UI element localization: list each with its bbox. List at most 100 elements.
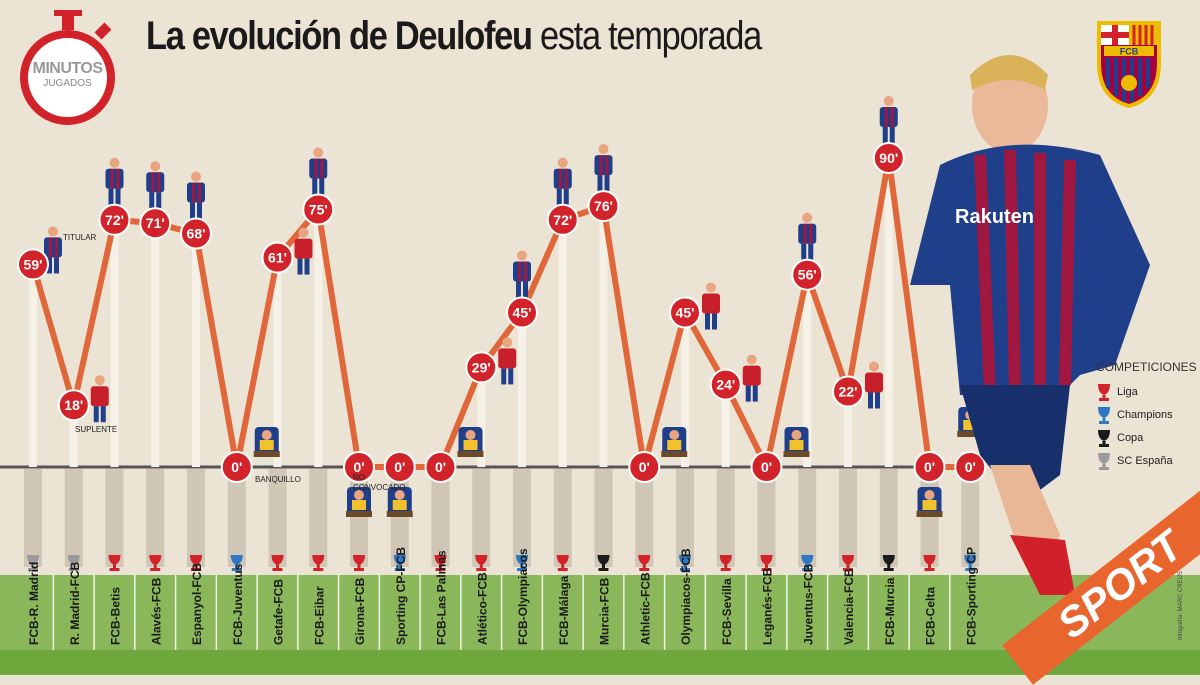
legend-item-champions: Champions — [1096, 403, 1197, 426]
status-label: NO — [353, 473, 365, 482]
match-label: Athletic-FCB — [638, 572, 652, 645]
match-label: Girona-FCB — [353, 577, 367, 645]
trophy-icon-champions — [801, 555, 814, 571]
match-label: FCB-Málaga — [557, 575, 571, 645]
status-label: CONVOCADO — [353, 483, 405, 492]
minutes-line — [30, 155, 971, 470]
starter-player-icon — [187, 171, 205, 219]
match-label: Espanyol-FCB — [190, 563, 204, 645]
match-label: FCB-Betis — [109, 587, 123, 645]
title-light: esta temporada — [540, 14, 762, 58]
value-column — [558, 219, 567, 467]
value-column — [151, 223, 160, 467]
match-label: Atlético-FCB — [475, 572, 489, 645]
trophy-icon-champions — [516, 555, 528, 571]
match-label: Olympiacos-FCB — [679, 548, 693, 645]
match-label: FCB-Sevilla — [720, 578, 734, 645]
trophy-icon-liga — [475, 555, 488, 571]
competitions-legend: COMPETICIONES Liga Champions Copa SC España — [1096, 360, 1197, 472]
match-label: R. Madrid-FCB — [68, 561, 82, 645]
not-called-up-icon — [386, 487, 413, 517]
trophy-icon-liga — [149, 555, 162, 571]
legend-label: Champions — [1117, 408, 1173, 421]
data-point: 75' — [302, 193, 335, 226]
sub-player-icon — [90, 375, 109, 423]
data-point: 29' — [465, 351, 498, 384]
below-column — [798, 469, 817, 567]
data-point: 18' — [57, 389, 90, 422]
data-point: 0' — [343, 451, 375, 483]
below-column — [594, 469, 613, 567]
trophy-icon — [1098, 406, 1110, 424]
value-column — [192, 233, 200, 467]
match-label: FCB-Murcia — [883, 577, 897, 645]
value-column — [803, 274, 812, 467]
not-called-up-icon — [346, 487, 372, 517]
below-column — [24, 469, 42, 567]
legend-label: Liga — [1117, 385, 1138, 398]
data-point: 0' — [954, 451, 987, 483]
below-column — [879, 469, 898, 567]
data-point: 71' — [139, 207, 172, 240]
starter-player-icon — [879, 96, 898, 143]
starter-player-icon — [146, 161, 165, 209]
bench-seat-icon — [457, 427, 484, 457]
starter-player-icon — [44, 226, 62, 274]
sub-player-icon — [702, 282, 720, 330]
starter-player-icon — [553, 157, 572, 205]
trophy-icon-champions — [964, 555, 977, 571]
data-point: 0' — [913, 451, 946, 483]
trophy-icon-liga — [434, 555, 447, 571]
data-point: 0' — [628, 451, 661, 483]
below-column — [839, 469, 857, 567]
legend-label: Copa — [1117, 431, 1144, 444]
value-column — [518, 312, 526, 467]
data-point: 0' — [220, 451, 253, 483]
trophy-icon-champions — [230, 555, 243, 571]
data-label: 61' — [268, 250, 287, 266]
legend-label: SC España — [1117, 454, 1173, 467]
credit: Infografía: MARC CREUS — [1178, 570, 1184, 640]
below-column — [187, 469, 205, 567]
value-column — [599, 206, 608, 468]
trophy-icon-liga — [312, 555, 325, 571]
data-label: 0' — [639, 459, 650, 475]
data-point: 22' — [832, 375, 864, 408]
sub-player-icon — [294, 227, 313, 275]
value-column — [273, 257, 282, 467]
status-label: BANQUILLO — [255, 475, 301, 484]
value-column — [844, 391, 852, 467]
data-label: 59' — [24, 256, 43, 272]
data-point: 0' — [424, 451, 457, 483]
data-label: 29' — [472, 359, 491, 375]
match-label: FCB-Olympiacos — [516, 548, 530, 645]
data-label: 0' — [761, 459, 772, 475]
data-point: 59' — [17, 248, 49, 281]
data-label: 22' — [839, 383, 858, 399]
trophy-icon-liga — [638, 555, 651, 571]
trophy-icon-liga — [556, 555, 569, 571]
value-column — [884, 158, 893, 467]
below-column — [64, 469, 83, 567]
legend-item-copa: Copa — [1096, 426, 1197, 449]
match-label: Juventus-FCB — [801, 563, 815, 645]
below-column — [309, 469, 328, 567]
match-label: FCB-Eibar — [312, 586, 326, 645]
page-title: La evolución de Deulofeu esta temporada — [146, 14, 762, 59]
trophy-icon — [1098, 383, 1110, 401]
match-label: Leganés-FCB — [761, 567, 775, 645]
match-label: Getafe-FCB — [272, 579, 286, 645]
match-label: Alavés-FCB — [149, 577, 163, 645]
crest-text: FCB — [1120, 47, 1139, 57]
data-point: 61' — [261, 241, 294, 274]
starter-player-icon — [513, 250, 531, 298]
below-column — [105, 469, 124, 567]
badge-line2: JUGADOS — [43, 78, 92, 89]
match-label: FCB-Juventus — [231, 563, 245, 645]
match-label: FCB-Celta — [924, 587, 938, 645]
trophy-icon-liga — [923, 555, 936, 571]
data-label: 0' — [353, 459, 364, 475]
match-label: Valencia-FCB — [842, 568, 856, 645]
data-label: 0' — [924, 459, 935, 475]
trophy-icon-sc — [27, 555, 39, 571]
